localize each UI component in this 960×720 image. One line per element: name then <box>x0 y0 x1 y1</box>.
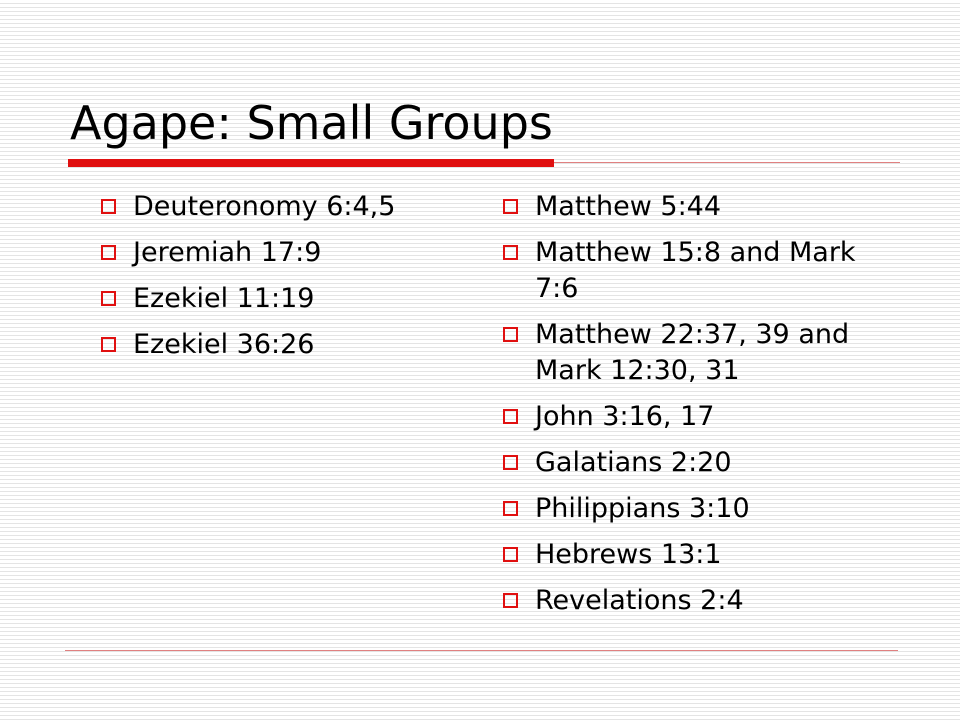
item-text: Hebrews 13:1 <box>535 539 722 570</box>
list-item: Revelations 2:4 <box>500 583 900 619</box>
left-list: Deuteronomy 6:4,5 Jeremiah 17:9 Ezekiel 11… <box>98 189 478 373</box>
item-text: Revelations 2:4 <box>535 585 744 616</box>
list-item: John 3:16, 17 <box>500 399 900 435</box>
footer-line <box>65 650 898 651</box>
list-item: Galatians 2:20 <box>500 445 900 481</box>
item-text: Matthew 5:44 <box>535 191 722 222</box>
list-item: Ezekiel 36:26 <box>98 327 478 363</box>
item-text: Matthew 22:37, 39 and Mark 12:30, 31 <box>535 319 850 386</box>
item-text: John 3:16, 17 <box>535 401 715 432</box>
item-text: Matthew 15:8 and Mark 7:6 <box>535 237 856 304</box>
bullet <box>101 337 116 352</box>
item-text: Deuteronomy 6:4,5 <box>133 191 396 222</box>
item-text: Galatians 2:20 <box>535 447 732 478</box>
list-item: Matthew 22:37, 39 and Mark 12:30, 31 <box>500 317 900 389</box>
item-text: Ezekiel 36:26 <box>133 329 315 360</box>
bullet <box>503 501 518 516</box>
list-item: Jeremiah 17:9 <box>98 235 478 271</box>
slide-title: Agape: Small Groups <box>70 96 553 150</box>
item-text: Jeremiah 17:9 <box>133 237 322 268</box>
bullet <box>503 199 518 214</box>
bullet <box>503 245 518 260</box>
bullet <box>503 409 518 424</box>
list-item: Deuteronomy 6:4,5 <box>98 189 478 225</box>
bullet <box>101 291 116 306</box>
bullet <box>503 327 518 342</box>
list-item: Matthew 5:44 <box>500 189 900 225</box>
right-list: Matthew 5:44 Matthew 15:8 and Mark 7:6 Mat… <box>500 189 900 629</box>
list-item: Philippians 3:10 <box>500 491 900 527</box>
bullet <box>101 245 116 260</box>
bullet <box>503 593 518 608</box>
bullet <box>101 199 116 214</box>
list-item: Matthew 15:8 and Mark 7:6 <box>500 235 900 307</box>
item-text: Ezekiel 11:19 <box>133 283 315 314</box>
list-item: Hebrews 13:1 <box>500 537 900 573</box>
bullet <box>503 455 518 470</box>
bullet <box>503 547 518 562</box>
list-item: Ezekiel 11:19 <box>98 281 478 317</box>
title-underline <box>68 159 554 167</box>
item-text: Philippians 3:10 <box>535 493 750 524</box>
